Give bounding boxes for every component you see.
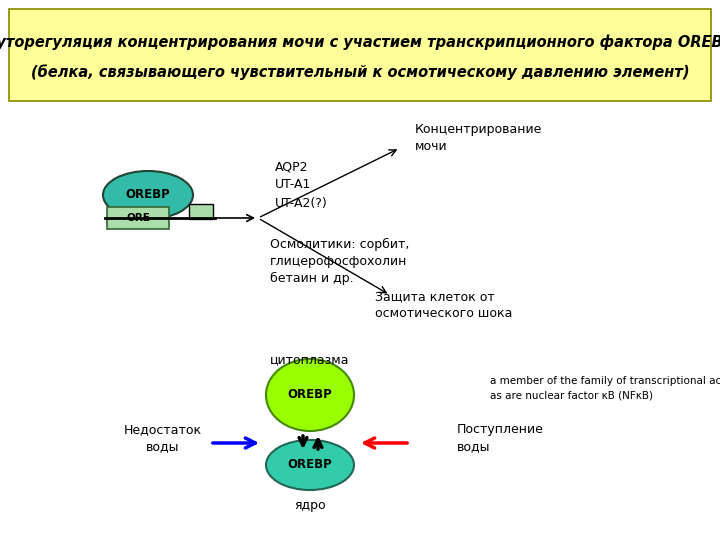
Text: OREBP: OREBP bbox=[125, 188, 171, 201]
Text: ORE: ORE bbox=[126, 213, 150, 223]
Text: Поступление
воды: Поступление воды bbox=[457, 423, 544, 453]
FancyBboxPatch shape bbox=[107, 207, 169, 229]
Text: ядро: ядро bbox=[294, 498, 326, 511]
Text: OREBP: OREBP bbox=[287, 388, 333, 402]
Text: Концентрирование
мочи: Концентрирование мочи bbox=[415, 123, 542, 153]
Text: AQP2
UT-A1
UT-A2(?): AQP2 UT-A1 UT-A2(?) bbox=[275, 160, 328, 210]
Text: a member of the family of transcriptional activators,
as are nuclear factor κB (: a member of the family of transcriptiona… bbox=[490, 376, 720, 400]
Text: Ауторегуляция концентрирования мочи с участием транскрипционного фактора OREBP: Ауторегуляция концентрирования мочи с уч… bbox=[0, 34, 720, 50]
Text: цитоплазма: цитоплазма bbox=[270, 354, 350, 367]
Ellipse shape bbox=[266, 440, 354, 490]
FancyBboxPatch shape bbox=[9, 9, 711, 101]
Text: Недостаток
воды: Недостаток воды bbox=[124, 423, 202, 453]
Ellipse shape bbox=[266, 359, 354, 431]
Text: Осмолитики: сорбит,
глицерофосфохолин
бетаин и др.: Осмолитики: сорбит, глицерофосфохолин бе… bbox=[270, 238, 410, 285]
FancyBboxPatch shape bbox=[189, 204, 213, 219]
Ellipse shape bbox=[103, 171, 193, 219]
Text: (белка, связывающего чувствительный к осмотическому давлению элемент): (белка, связывающего чувствительный к ос… bbox=[31, 64, 689, 80]
Text: Защита клеток от
осмотического шока: Защита клеток от осмотического шока bbox=[375, 290, 513, 320]
Text: OREBP: OREBP bbox=[287, 458, 333, 471]
